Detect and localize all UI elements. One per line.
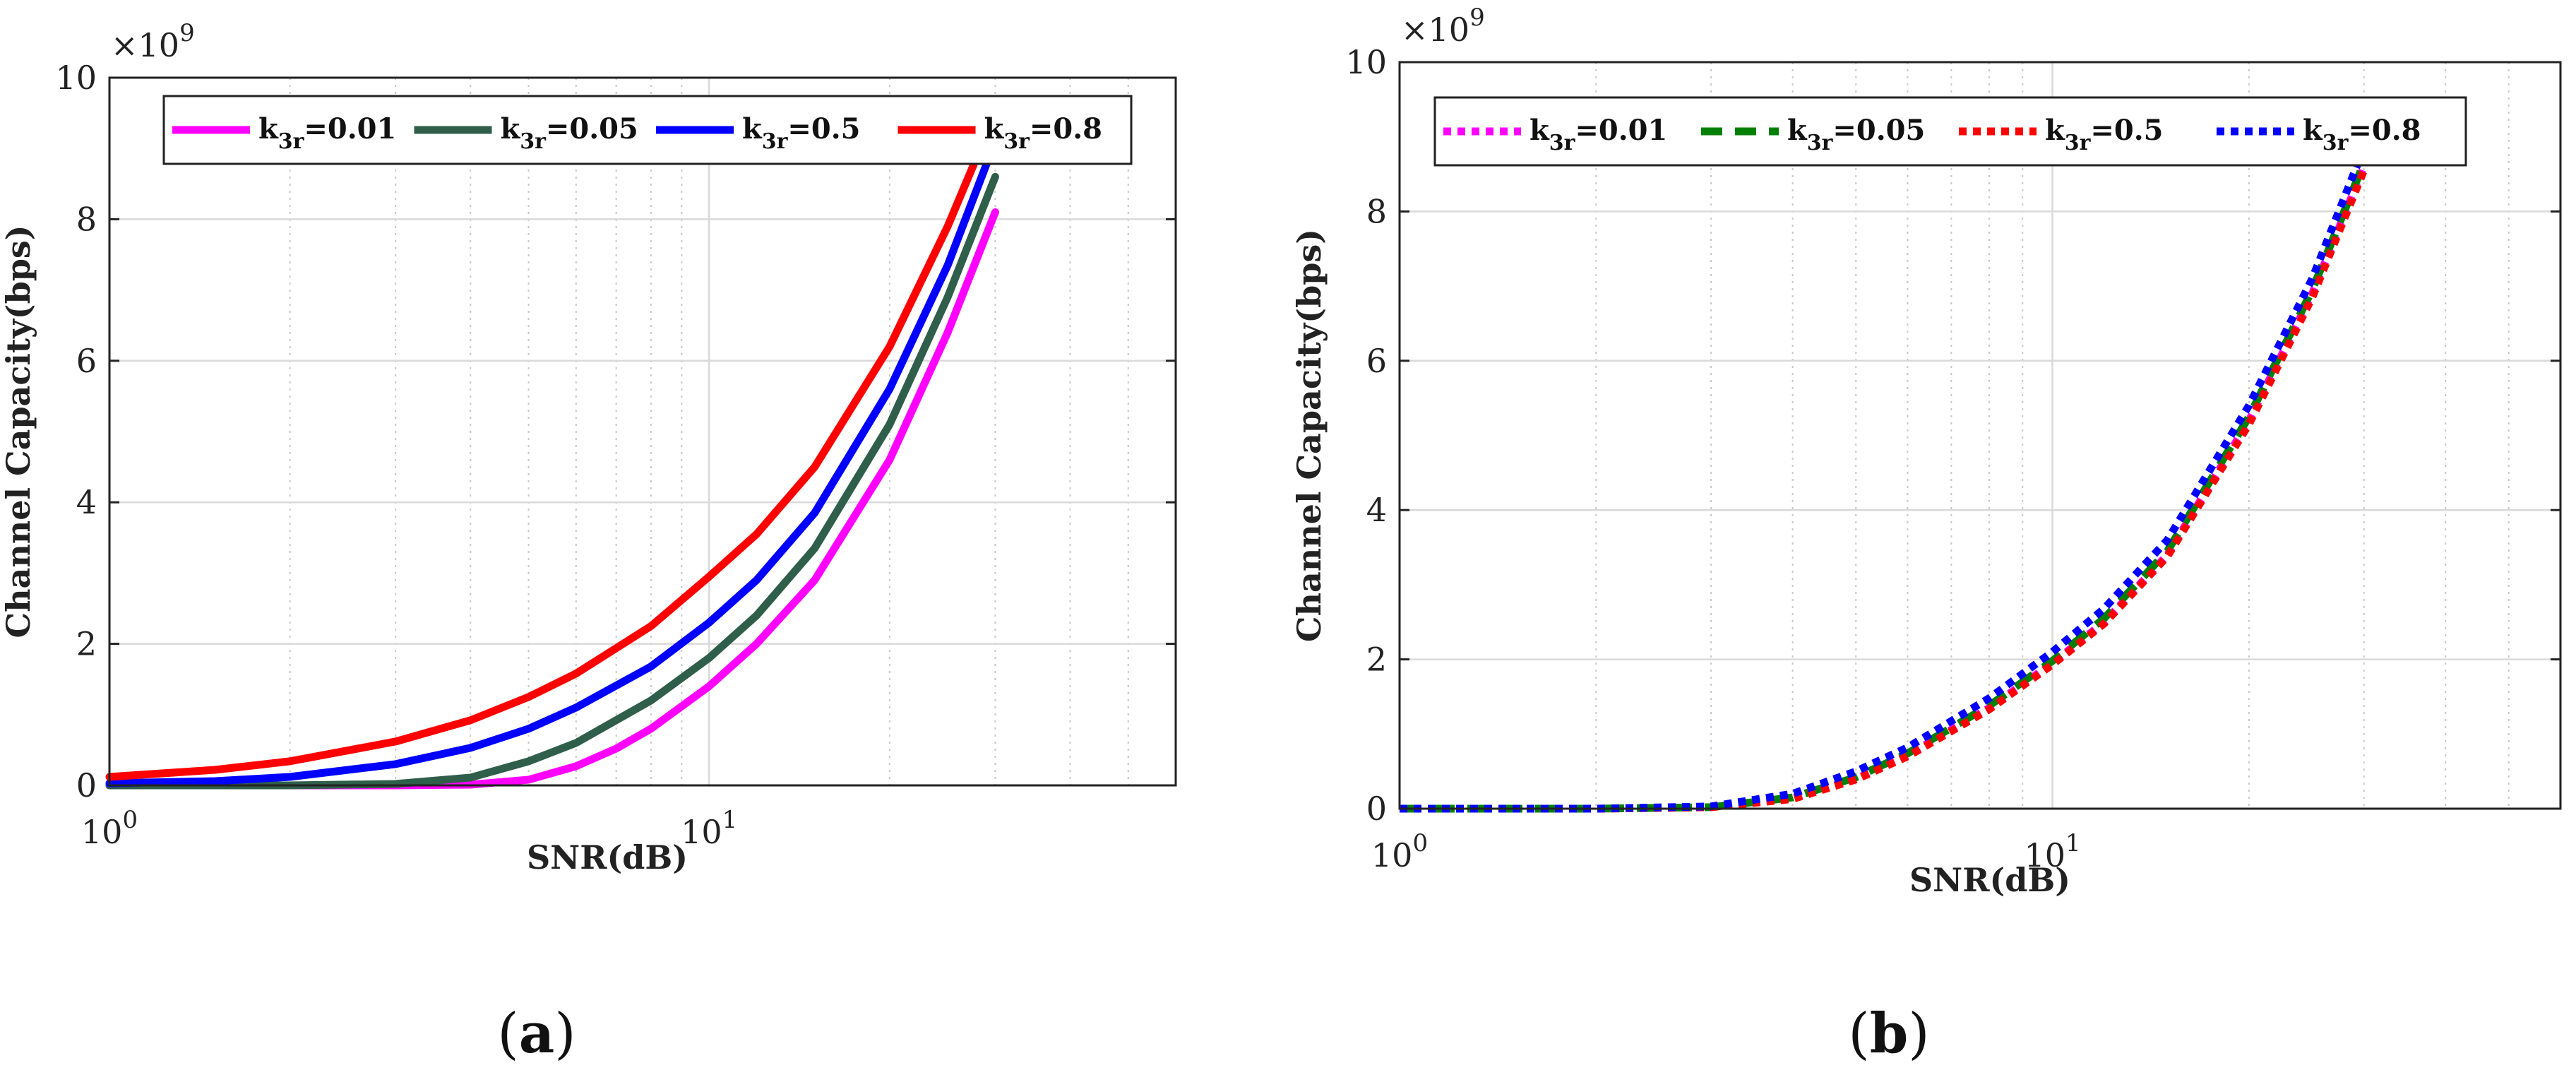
y-tick-label: 0 [1366,790,1387,828]
legend-label-main: k [1787,114,1808,147]
y-multiplier-label: ×109 [1401,4,1485,49]
legend-label-value: =0.01 [1575,114,1667,147]
caption-letter: b [1870,1001,1909,1066]
legend-label-value: =0.8 [1030,112,1102,145]
caption-paren-close: ) [1908,1002,1929,1066]
y-multiplier-exponent: 9 [179,19,195,47]
panel-caption: (a) [497,1001,576,1066]
plot-area [109,78,1176,785]
panel-caption: (b) [1848,1001,1929,1066]
x-tick-exponent: 0 [1412,829,1428,857]
plot-frame [1398,61,2562,810]
y-multiplier-label: ×109 [111,19,195,64]
series-line-3 [105,130,991,781]
y-axis-label: Channel Capacity(bps) [0,225,37,638]
legend-label-value: =0.5 [2090,114,2163,147]
legend-label-1: k3r=0.05 [501,112,638,154]
series-line-1 [105,172,999,790]
x-tick-exponent: 1 [2065,829,2081,857]
legend-label-subscript: 3r [278,129,305,154]
caption-letter: a [519,1001,555,1066]
x-tick-base: 10 [1371,836,1413,874]
y-tick-label: 4 [1366,491,1387,529]
caption-paren-close: ) [554,1002,576,1066]
legend-label-2: k3r=0.5 [742,112,861,154]
legend-label-value: =0.5 [787,112,860,145]
legend-label-main: k [2045,114,2065,147]
legend-label-subscript: 3r [762,129,789,154]
x-tick-label-0: 100 [1371,829,1428,874]
x-tick-label-0: 100 [81,806,138,851]
caption-paren-open: ( [1848,1002,1869,1066]
y-tick-label: 4 [76,483,97,521]
y-tick-label: 2 [76,625,97,663]
series-line-2 [105,137,999,787]
legend-label-2: k3r=0.5 [2045,114,2164,155]
x-axis-label: SNR(dB) [527,838,688,876]
legend-label-value: =0.8 [2348,114,2421,147]
y-axis-label: Channel Capacity(bps) [1290,229,1328,642]
legend-label-subscript: 3r [520,129,547,154]
x-tick-base: 10 [681,813,722,851]
legend-label-subscript: 3r [2065,131,2092,155]
y-multiplier-exponent: 9 [1469,4,1485,32]
legend-label-0: k3r=0.01 [1530,114,1667,155]
legend-label-3: k3r=0.8 [984,112,1103,154]
x-tick-label-1: 101 [2024,829,2080,874]
y-multiplier-base: ×10 [1401,11,1469,49]
legend-label-main: k [984,112,1005,145]
x-tick-exponent: 1 [722,806,738,834]
y-tick-label: 10 [1345,43,1387,81]
x-tick-label-1: 101 [681,806,737,851]
legend-label-3: k3r=0.8 [2303,114,2421,155]
y-tick-label: 2 [1366,641,1387,679]
x-tick-base: 10 [2024,836,2065,874]
y-tick-label: 6 [1366,342,1387,380]
legend-label-value: =0.01 [304,112,396,145]
legend-label-main: k [742,112,763,145]
y-tick-label: 0 [76,766,97,804]
legend-label-1: k3r=0.05 [1787,114,1925,155]
y-tick-label: 8 [1366,192,1387,230]
legend-label-main: k [501,112,521,145]
legend-label-main: k [1530,114,1550,147]
caption-paren-open: ( [497,1002,518,1066]
legend-label-subscript: 3r [1807,131,1834,155]
y-multiplier-base: ×10 [111,26,179,64]
plot-area [1400,62,2560,809]
legend-label-main: k [2303,114,2323,147]
x-axis-label: SNR(dB) [1909,861,2070,899]
legend-label-value: =0.05 [1832,114,1925,147]
legend-label-value: =0.05 [546,112,638,145]
y-tick-label: 10 [55,59,97,97]
x-tick-base: 10 [81,813,123,851]
legend: k3r=0.01 k3r=0.05 k3r=0.5 k3r=0.8 [162,95,1133,165]
legend-label-main: k [258,112,279,145]
y-tick-label: 6 [76,342,97,380]
y-tick-label: 8 [76,200,97,238]
legend-label-subscript: 3r [1003,129,1030,154]
legend: k3r=0.01 k3r=0.05 k3r=0.5 k3r=0.8 [1433,96,2467,167]
legend-label-subscript: 3r [1549,131,1576,155]
legend-label-0: k3r=0.01 [258,112,396,154]
x-tick-exponent: 0 [122,806,138,834]
plot-frame [108,76,1177,787]
legend-label-subscript: 3r [2322,131,2349,155]
series-line-3 [1400,146,2368,813]
